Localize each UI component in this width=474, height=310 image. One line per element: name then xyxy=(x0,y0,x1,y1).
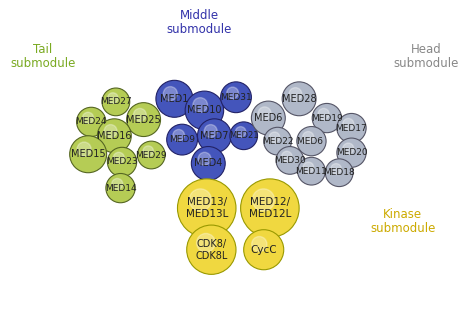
Text: Middle
submodule: Middle submodule xyxy=(166,9,232,36)
Circle shape xyxy=(276,147,304,174)
Text: MED22: MED22 xyxy=(262,137,293,146)
Text: MED10: MED10 xyxy=(187,105,222,115)
Text: MED29: MED29 xyxy=(136,151,167,160)
Circle shape xyxy=(106,174,135,203)
Text: MED15: MED15 xyxy=(71,149,106,159)
Circle shape xyxy=(258,107,271,120)
Text: CycC: CycC xyxy=(250,245,277,255)
Circle shape xyxy=(252,189,274,211)
Circle shape xyxy=(82,112,93,123)
Circle shape xyxy=(337,113,366,143)
Text: MED18: MED18 xyxy=(323,168,355,177)
Text: MED12/
MED12L: MED12/ MED12L xyxy=(249,197,291,219)
Circle shape xyxy=(197,233,215,252)
Circle shape xyxy=(303,131,314,143)
Circle shape xyxy=(108,147,137,177)
Circle shape xyxy=(113,152,124,163)
Circle shape xyxy=(303,162,314,173)
Text: MED17: MED17 xyxy=(336,124,367,133)
Text: MED28: MED28 xyxy=(282,94,317,104)
Circle shape xyxy=(198,119,231,153)
Circle shape xyxy=(331,164,341,174)
Circle shape xyxy=(97,119,131,153)
Circle shape xyxy=(104,125,117,137)
Circle shape xyxy=(252,237,267,252)
Text: MED13/
MED13L: MED13/ MED13L xyxy=(185,197,228,219)
Circle shape xyxy=(297,126,326,156)
Circle shape xyxy=(173,130,184,141)
Text: MED9: MED9 xyxy=(169,135,195,144)
Text: MED27: MED27 xyxy=(100,97,132,106)
Circle shape xyxy=(282,82,316,116)
Circle shape xyxy=(298,157,325,185)
Text: MED7: MED7 xyxy=(200,131,228,141)
Circle shape xyxy=(185,91,224,130)
Circle shape xyxy=(193,98,208,112)
Text: MED4: MED4 xyxy=(194,158,222,168)
Text: MED23: MED23 xyxy=(106,157,138,166)
Circle shape xyxy=(241,179,299,237)
Circle shape xyxy=(143,146,154,157)
Text: Kinase
submodule: Kinase submodule xyxy=(370,208,436,235)
Circle shape xyxy=(230,122,257,150)
Circle shape xyxy=(251,101,285,135)
Circle shape xyxy=(137,141,165,169)
Text: MED6: MED6 xyxy=(254,113,283,123)
Circle shape xyxy=(177,179,236,237)
Text: MED14: MED14 xyxy=(105,184,137,193)
Circle shape xyxy=(77,107,106,136)
Text: MED6: MED6 xyxy=(297,137,326,146)
Circle shape xyxy=(198,152,211,165)
Text: MED25: MED25 xyxy=(126,115,161,125)
Circle shape xyxy=(189,189,211,211)
Circle shape xyxy=(269,132,280,143)
Circle shape xyxy=(343,118,354,130)
Text: Head
submodule: Head submodule xyxy=(394,43,459,70)
Text: MED21: MED21 xyxy=(229,131,258,140)
Circle shape xyxy=(187,225,236,274)
Circle shape xyxy=(164,86,177,101)
Circle shape xyxy=(282,151,292,162)
Circle shape xyxy=(156,80,193,117)
Text: MED24: MED24 xyxy=(75,117,107,126)
Text: MED30: MED30 xyxy=(274,156,306,165)
Circle shape xyxy=(167,124,198,155)
Text: MED31: MED31 xyxy=(220,93,252,102)
Circle shape xyxy=(289,88,302,100)
Circle shape xyxy=(133,108,146,121)
Text: CDK8/
CDK8L: CDK8/ CDK8L xyxy=(195,239,228,260)
Circle shape xyxy=(312,104,341,133)
Circle shape xyxy=(325,159,353,187)
Text: MED1: MED1 xyxy=(160,94,189,104)
Circle shape xyxy=(112,179,123,190)
Circle shape xyxy=(227,87,238,99)
Circle shape xyxy=(220,82,251,113)
Circle shape xyxy=(264,127,292,155)
Circle shape xyxy=(70,136,107,173)
Circle shape xyxy=(77,142,91,156)
Text: MED11: MED11 xyxy=(296,167,328,176)
Circle shape xyxy=(127,103,161,136)
Circle shape xyxy=(244,230,284,270)
Circle shape xyxy=(191,147,225,180)
Circle shape xyxy=(236,126,246,137)
Text: MED19: MED19 xyxy=(311,113,343,122)
Text: MED16: MED16 xyxy=(97,131,132,141)
Circle shape xyxy=(204,125,217,137)
Circle shape xyxy=(108,93,118,103)
Circle shape xyxy=(102,88,130,116)
Circle shape xyxy=(318,108,329,120)
Text: MED20: MED20 xyxy=(336,148,367,157)
Text: Tail
submodule: Tail submodule xyxy=(10,43,75,70)
Circle shape xyxy=(343,143,354,154)
Circle shape xyxy=(337,138,366,167)
